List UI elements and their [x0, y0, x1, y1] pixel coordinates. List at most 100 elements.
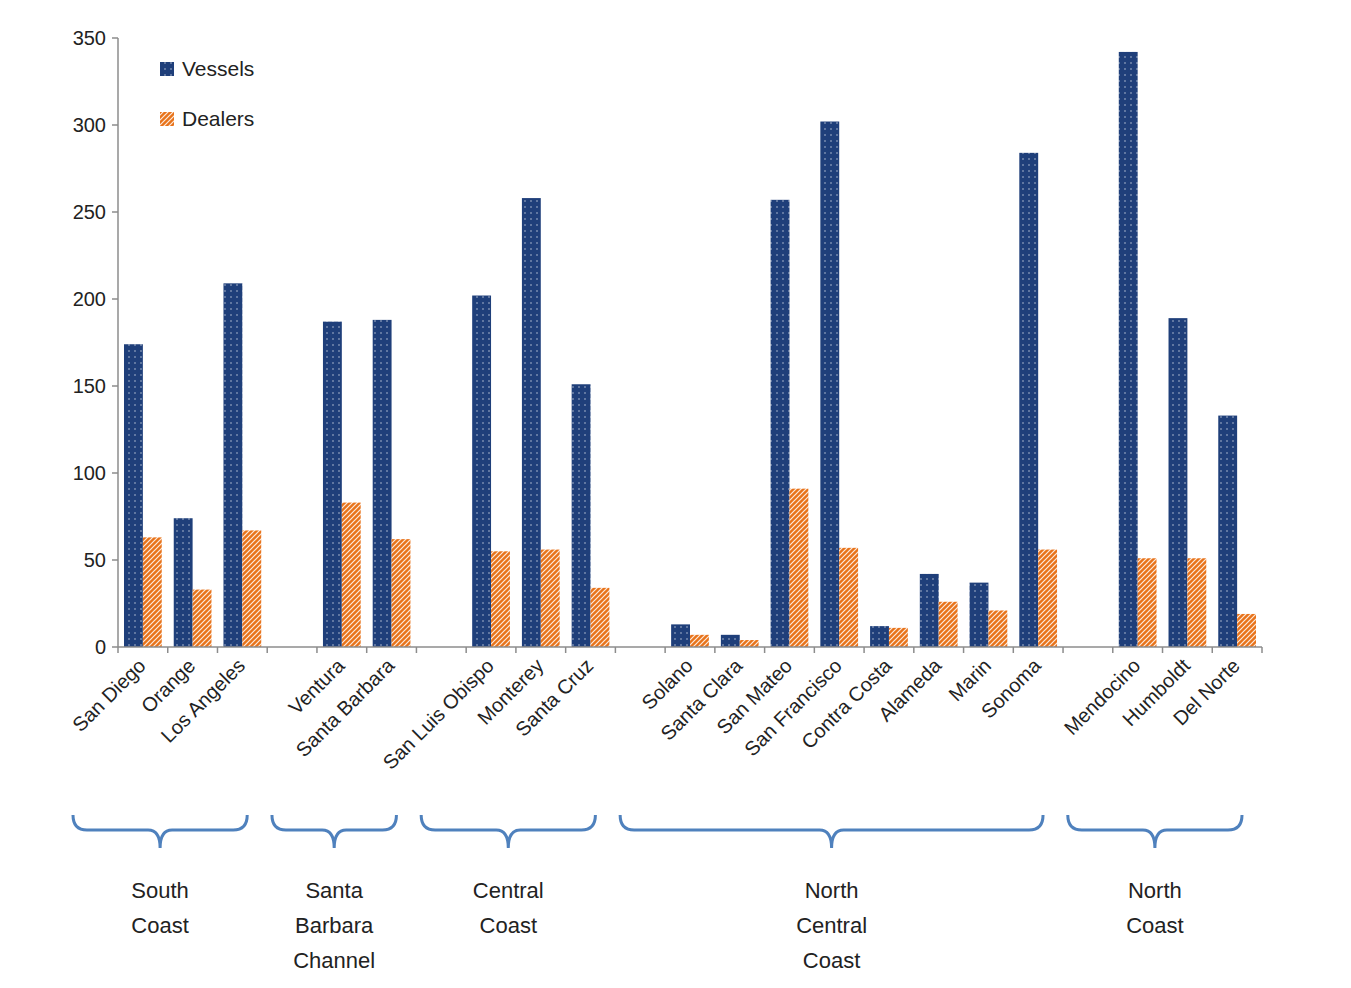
group-label: CentralCoast [473, 878, 544, 938]
x-tick [764, 647, 766, 653]
bar [1237, 614, 1256, 647]
legend-label: Vessels [182, 57, 254, 80]
group-label: NorthCoast [1126, 878, 1183, 938]
x-tick-label: San Diego [68, 654, 150, 736]
bar [820, 122, 839, 647]
y-tick [112, 37, 118, 39]
x-tick [167, 647, 169, 653]
y-tick-label: 250 [73, 201, 106, 223]
group-brace [272, 815, 396, 848]
group-brace [421, 815, 595, 848]
bar [242, 530, 261, 647]
x-tick [1112, 647, 1114, 653]
bar [1218, 416, 1237, 647]
x-tick [366, 647, 368, 653]
bar [342, 503, 361, 647]
bar [789, 489, 808, 647]
x-tick [515, 647, 517, 653]
bar [671, 624, 690, 647]
bar [591, 588, 610, 647]
bar [1187, 558, 1206, 647]
group-label: SouthCoast [131, 878, 189, 938]
x-tick [664, 647, 666, 653]
bar [721, 635, 740, 647]
x-tick [714, 647, 716, 653]
x-tick [913, 647, 915, 653]
bar [970, 583, 989, 647]
x-tick [1212, 647, 1214, 653]
group-brace [73, 815, 247, 848]
x-tick [565, 647, 567, 653]
bar [1038, 550, 1057, 647]
y-tick [112, 385, 118, 387]
legend-swatch [160, 62, 174, 76]
group-brace [1068, 815, 1242, 848]
bar [193, 590, 212, 647]
y-tick [112, 472, 118, 474]
bar [1119, 52, 1138, 647]
x-tick-label: Santa Barbara [292, 654, 399, 761]
bar [1169, 318, 1188, 647]
bar [920, 574, 939, 647]
bar [988, 610, 1007, 647]
bar [124, 344, 143, 647]
bar [143, 537, 162, 647]
y-tick-label: 100 [73, 462, 106, 484]
bar [572, 384, 591, 647]
x-tick [316, 647, 318, 653]
y-tick [112, 646, 118, 648]
y-tick [112, 124, 118, 126]
bar [392, 539, 411, 647]
x-tick-label: Alameda [874, 654, 946, 726]
x-axis [118, 646, 1262, 648]
bar [1019, 153, 1038, 647]
y-tick-label: 150 [73, 375, 106, 397]
bar [541, 550, 560, 647]
bar [491, 551, 510, 647]
bar [323, 322, 342, 647]
x-tick [117, 647, 119, 653]
y-tick [112, 559, 118, 561]
bar [839, 548, 858, 647]
x-tick-label: Santa Cruz [511, 654, 597, 740]
bar [223, 283, 242, 647]
bar [771, 200, 790, 647]
y-tick-label: 200 [73, 288, 106, 310]
legend-label: Dealers [182, 107, 254, 130]
x-tick [814, 647, 816, 653]
y-tick-label: 300 [73, 114, 106, 136]
x-tick [1013, 647, 1015, 653]
bar [472, 296, 491, 647]
bar [690, 635, 709, 647]
group-brace [620, 815, 1043, 848]
legend-swatch [160, 112, 174, 126]
x-tick [963, 647, 965, 653]
x-tick [217, 647, 219, 653]
x-tick [1261, 647, 1263, 653]
group-label: SantaBarbaraChannel [293, 878, 375, 973]
x-tick [266, 647, 268, 653]
y-axis [117, 38, 119, 647]
y-tick-label: 50 [84, 549, 106, 571]
x-tick-label: Del Norte [1169, 654, 1244, 729]
x-tick [863, 647, 865, 653]
x-tick [416, 647, 418, 653]
bar [740, 640, 759, 647]
x-tick [465, 647, 467, 653]
x-tick-label: Los Angeles [157, 654, 250, 747]
bar [889, 628, 908, 647]
x-tick [1062, 647, 1064, 653]
chart: 050100150200250300350San DiegoOrangeLos … [0, 0, 1351, 988]
y-tick-label: 350 [73, 27, 106, 49]
bar [870, 626, 889, 647]
bar [373, 320, 392, 647]
y-tick-label: 0 [95, 636, 106, 658]
bar [939, 602, 958, 647]
x-tick [1162, 647, 1164, 653]
x-tick-label: Sonoma [977, 654, 1046, 723]
bars [124, 52, 1256, 647]
group-label: NorthCentralCoast [796, 878, 867, 973]
x-tick [615, 647, 617, 653]
bar [522, 198, 541, 647]
bar [174, 518, 193, 647]
